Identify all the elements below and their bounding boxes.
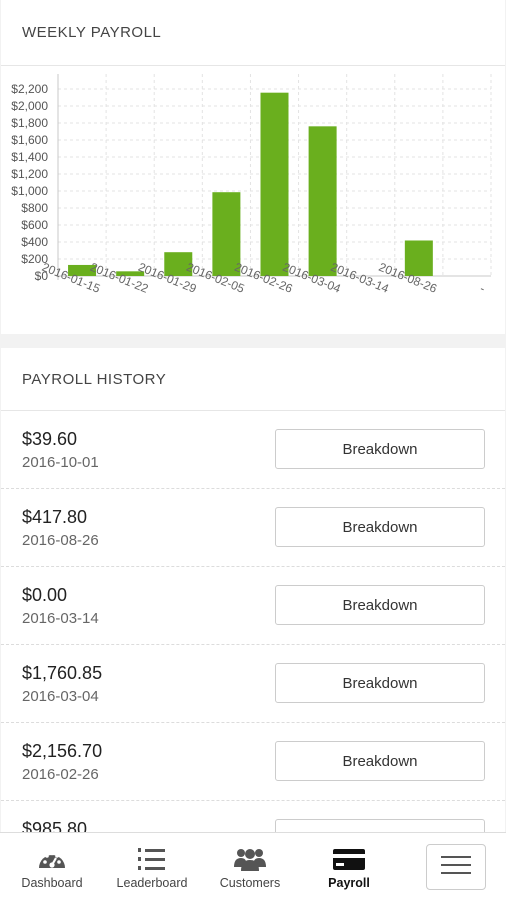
payroll-row: $0.00 2016-03-14 Breakdown (1, 567, 505, 645)
y-tick-label: $2,200 (11, 82, 48, 96)
payroll-history-title: PAYROLL HISTORY (1, 348, 505, 411)
bar (116, 271, 145, 276)
y-tick-label: $1,000 (11, 184, 48, 198)
weekly-payroll-title: WEEKLY PAYROLL (1, 0, 505, 66)
payroll-amount: $2,156.70 (22, 741, 103, 761)
dashboard-gauge-icon (37, 847, 67, 876)
bottom-tab-bar: Dashboard Leaderboard (0, 832, 506, 900)
tab-label: Payroll (328, 876, 370, 890)
tab-payroll[interactable]: Payroll (299, 833, 399, 900)
breakdown-button[interactable]: Breakdown (275, 741, 485, 781)
payroll-date: 2016-02-26 (22, 766, 99, 783)
y-tick-label: $1,400 (11, 150, 48, 164)
breakdown-button[interactable]: Breakdown (275, 663, 485, 703)
hamburger-menu-icon (441, 855, 471, 880)
tab-customers[interactable]: Customers (200, 833, 300, 900)
payroll-row: $39.60 2016-10-01 Breakdown (1, 411, 505, 489)
y-tick-label: $400 (21, 235, 48, 249)
tab-dashboard[interactable]: Dashboard (2, 833, 102, 900)
breakdown-button[interactable]: Breakdown (275, 507, 485, 547)
y-tick-label: $800 (21, 201, 48, 215)
x-tick-label: - (478, 281, 487, 295)
payroll-date: 2016-10-01 (22, 454, 99, 471)
breakdown-button[interactable]: Breakdown (275, 585, 485, 625)
menu-button[interactable] (426, 844, 486, 890)
payroll-row: $2,156.70 2016-02-26 Breakdown (1, 723, 505, 801)
tab-label: Dashboard (21, 876, 83, 890)
payroll-row: $1,760.85 2016-03-04 Breakdown (1, 645, 505, 723)
bar (212, 192, 241, 276)
tab-label: Leaderboard (116, 876, 188, 890)
numbered-list-icon (137, 847, 167, 876)
weekly-payroll-chart: $0 $200 $400 $600 $800 $1,000 $1,200 $1,400 $1,6… (11, 74, 492, 296)
bar (260, 92, 289, 276)
payroll-amount: $1,760.85 (22, 663, 103, 683)
y-tick-label: $1,800 (11, 116, 48, 130)
payroll-date: 2016-03-14 (22, 610, 99, 627)
payroll-amount: $985.80 (22, 819, 88, 832)
payroll-amount: $417.80 (22, 507, 88, 527)
credit-card-icon (332, 847, 366, 876)
y-tick-label: $1,200 (11, 167, 48, 181)
bar (404, 240, 433, 276)
payroll-history-card: PAYROLL HISTORY $39.60 2016-10-01 Breakd… (1, 348, 505, 832)
people-icon (234, 847, 266, 876)
payroll-date: 2016-03-04 (22, 688, 99, 705)
y-tick-label: $600 (21, 218, 48, 232)
bar (308, 126, 337, 276)
bar (164, 252, 193, 276)
y-tick-label: $2,000 (11, 99, 48, 113)
payroll-amount: $39.60 (22, 429, 78, 449)
payroll-row: $985.80 2016-02-05 Breakdown (1, 801, 505, 832)
breakdown-button[interactable]: Breakdown (275, 429, 485, 469)
payroll-date: 2016-08-26 (22, 532, 99, 549)
y-tick-label: $1,600 (11, 133, 48, 147)
y-tick-label: $200 (21, 252, 48, 266)
y-tick-label: $0 (35, 269, 49, 283)
payroll-row: $417.80 2016-08-26 Breakdown (1, 489, 505, 567)
weekly-payroll-card: WEEKLY PAYROLL $0 $200 $400 $600 $800 $1,000 $… (1, 0, 505, 334)
tab-label: Customers (219, 876, 281, 890)
tab-leaderboard[interactable]: Leaderboard (102, 833, 202, 900)
payroll-amount: $0.00 (22, 585, 68, 605)
bar (68, 264, 97, 276)
breakdown-button[interactable]: Breakdown (275, 819, 485, 832)
